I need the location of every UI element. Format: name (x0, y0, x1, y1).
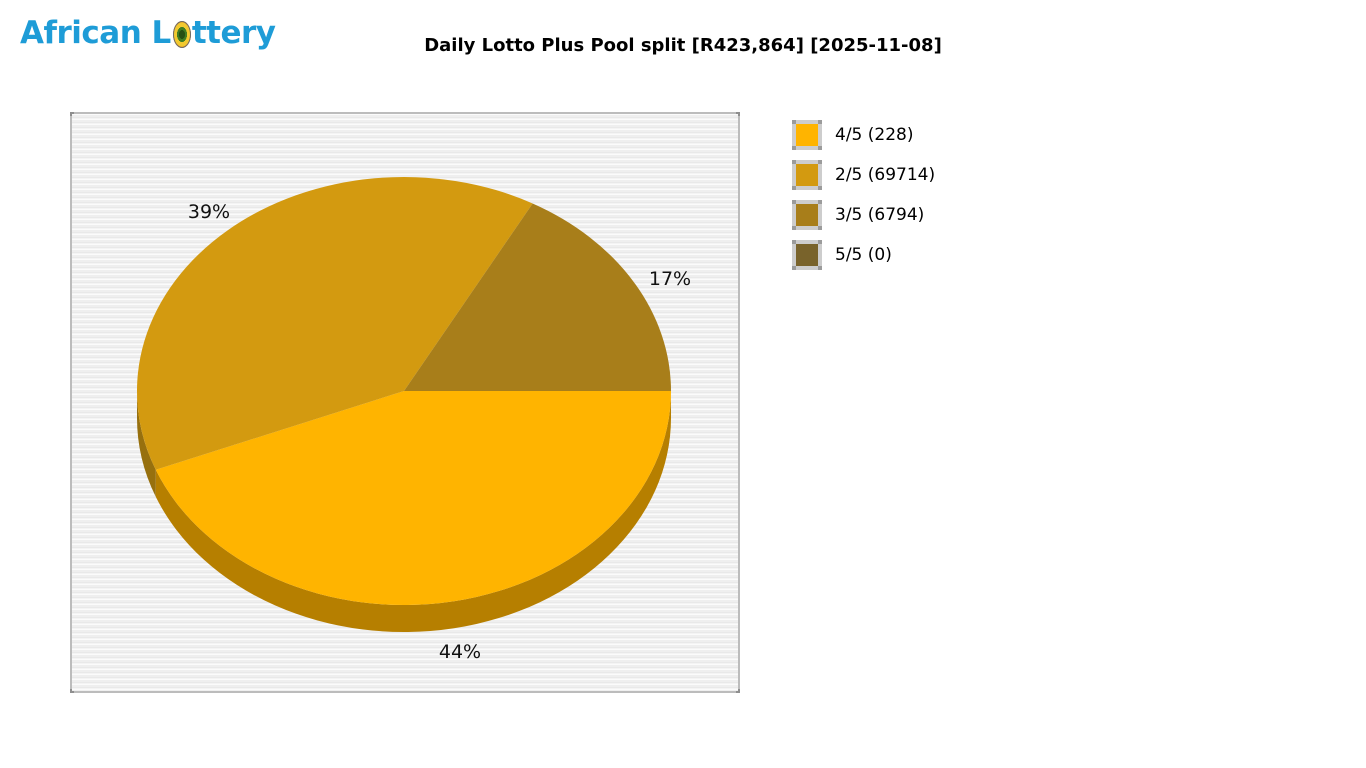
legend-label: 3/5 (6794) (835, 205, 925, 225)
legend-swatch-frame (792, 200, 822, 230)
legend-swatch-frame (792, 240, 822, 270)
legend-swatch (796, 204, 818, 226)
legend-swatch (796, 244, 818, 266)
page-title: Daily Lotto Plus Pool split [R423,864] [… (424, 35, 942, 56)
pie-percent-label: 39% (187, 201, 231, 223)
pie-percent-label: 17% (648, 268, 692, 290)
legend-label: 5/5 (0) (835, 245, 892, 265)
plot-area: 44% 39% 17% (72, 114, 738, 691)
logo-african-lottery[interactable]: African L ttery (20, 14, 276, 52)
legend-swatch-frame (792, 160, 822, 190)
legend-swatch-frame (792, 120, 822, 150)
lottery-ball-icon (172, 20, 191, 48)
legend-label: 2/5 (69714) (835, 165, 936, 185)
legend-swatch (796, 164, 818, 186)
legend-item: 3/5 (6794) (792, 200, 935, 230)
legend: 4/5 (228) 2/5 (69714) 3/5 (6794) 5/5 (0) (792, 120, 935, 280)
plot-area-frame: 44% 39% 17% (70, 112, 740, 693)
legend-item: 4/5 (228) (792, 120, 935, 150)
legend-item: 5/5 (0) (792, 240, 935, 270)
legend-item: 2/5 (69714) (792, 160, 935, 190)
legend-label: 4/5 (228) (835, 125, 914, 145)
legend-swatch (796, 124, 818, 146)
pie-chart (136, 176, 671, 633)
pie-percent-label: 44% (438, 641, 482, 663)
logo-text-right: ttery (191, 15, 276, 51)
logo-text-left: African L (20, 15, 171, 51)
